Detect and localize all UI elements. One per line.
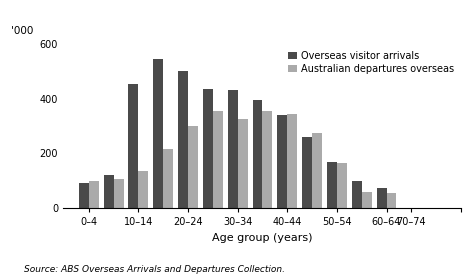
Text: Source: ABS Overseas Arrivals and Departures Collection.: Source: ABS Overseas Arrivals and Depart… <box>24 265 285 274</box>
Bar <box>104 175 114 208</box>
Bar <box>153 59 163 208</box>
Bar <box>139 171 149 208</box>
Text: '000: '000 <box>11 26 34 36</box>
Bar <box>114 179 123 208</box>
Bar <box>213 111 223 208</box>
Legend: Overseas visitor arrivals, Australian departures overseas: Overseas visitor arrivals, Australian de… <box>287 49 456 76</box>
Bar <box>327 161 337 208</box>
Bar <box>262 111 272 208</box>
Bar <box>302 137 312 208</box>
Bar <box>288 114 297 208</box>
X-axis label: Age group (years): Age group (years) <box>212 233 312 243</box>
Bar <box>228 91 238 208</box>
Bar <box>312 133 322 208</box>
Bar <box>89 181 99 208</box>
Bar <box>387 193 397 208</box>
Bar <box>79 183 89 208</box>
Bar <box>203 89 213 208</box>
Bar <box>188 126 198 208</box>
Bar <box>352 181 362 208</box>
Bar <box>253 100 262 208</box>
Bar <box>337 163 347 208</box>
Bar <box>362 192 372 208</box>
Bar <box>163 149 173 208</box>
Bar <box>178 71 188 208</box>
Bar <box>278 115 288 208</box>
Bar <box>129 84 139 208</box>
Bar <box>377 188 387 208</box>
Bar <box>238 119 248 208</box>
